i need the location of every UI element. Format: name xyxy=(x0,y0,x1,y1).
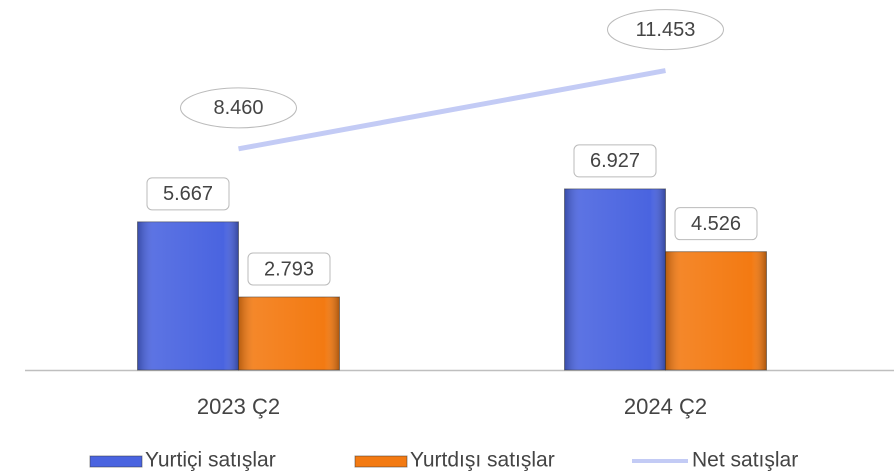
data-label-box xyxy=(573,144,657,178)
bar-shade xyxy=(665,251,767,370)
data-label: 11.453 xyxy=(636,19,696,41)
data-label-box xyxy=(607,9,724,51)
data-label: 6.927 xyxy=(590,150,640,172)
bar-shade xyxy=(137,221,239,370)
legend-label: Yurtiçi satışlar xyxy=(145,449,276,472)
legend-label: Net satışlar xyxy=(692,449,798,472)
data-label-box xyxy=(146,177,230,211)
data-label: 2.793 xyxy=(264,258,314,280)
data-label: 5.667 xyxy=(163,183,213,205)
x-tick-label: 2024 Ç2 xyxy=(624,394,707,419)
line xyxy=(238,68,666,152)
x-tick-label: 2023 Ç2 xyxy=(197,394,280,419)
bar-shade xyxy=(238,296,340,370)
legend-swatch xyxy=(89,455,143,468)
legend-label: Yurtdışı satışlar xyxy=(410,449,555,472)
data-label-box xyxy=(180,87,297,129)
data-label: 4.526 xyxy=(691,213,741,235)
legend-swatch xyxy=(354,455,408,468)
data-label-box xyxy=(674,207,758,241)
data-label-box xyxy=(247,252,331,286)
data-label: 8.460 xyxy=(213,97,263,119)
bar-shade xyxy=(564,188,666,370)
